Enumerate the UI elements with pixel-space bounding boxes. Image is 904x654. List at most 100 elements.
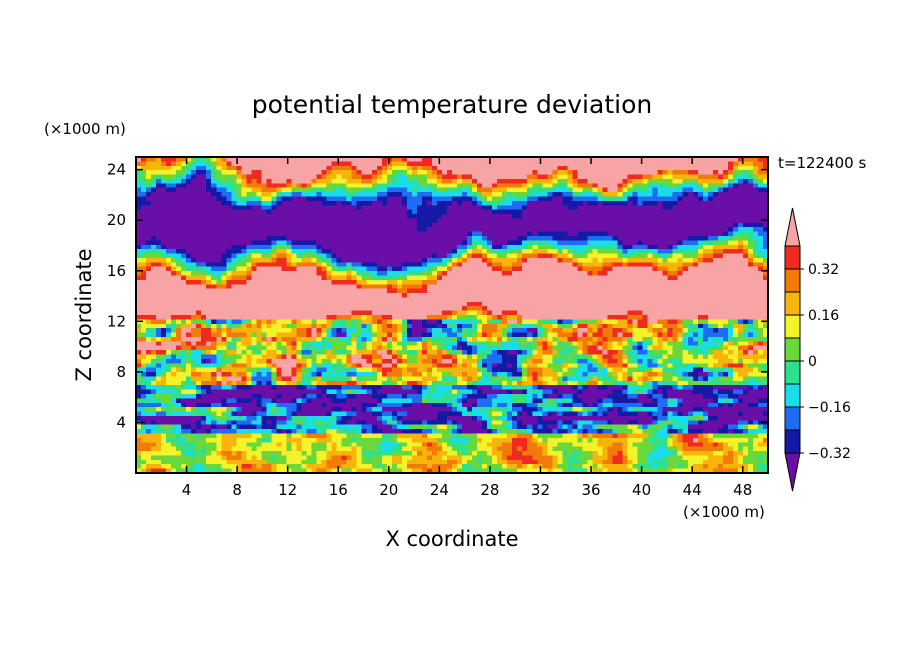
contour-cell (542, 218, 548, 224)
contour-cell (266, 297, 273, 303)
contour-cell (637, 257, 644, 263)
contour-cell (522, 165, 528, 171)
contour-cell (201, 284, 207, 290)
contour-cell (326, 284, 333, 290)
contour-cell (276, 284, 283, 290)
contour-cell (477, 209, 483, 215)
contour-cell (431, 209, 438, 215)
contour-cell (326, 249, 333, 255)
contour-cell (281, 161, 288, 167)
contour-cell (331, 271, 338, 277)
contour-cell (231, 178, 237, 184)
contour-cell (532, 288, 538, 294)
contour-cell (346, 236, 353, 241)
contour-cell (577, 271, 584, 277)
contour-cell (161, 222, 167, 228)
contour-cell (436, 183, 443, 189)
contour-cell (441, 288, 448, 294)
contour-cell (592, 271, 599, 277)
contour-cell (421, 165, 428, 171)
contour-cell (487, 170, 493, 176)
contour-cell (141, 214, 147, 220)
contour-cell (136, 236, 142, 241)
contour-cell (512, 209, 518, 215)
contour-cell (316, 249, 323, 255)
contour-cell (401, 297, 408, 303)
contour-cell (216, 306, 222, 312)
contour-cell (487, 262, 493, 268)
contour-cell (246, 275, 252, 281)
contour-cell (426, 310, 433, 316)
contour-cell (487, 310, 493, 316)
contour-cell (452, 157, 458, 162)
contour-cell (401, 310, 408, 316)
contour-cell (507, 266, 513, 272)
contour-cell (446, 266, 453, 272)
contour-cell (311, 275, 318, 281)
contour-cell (472, 222, 478, 228)
contour-cell (747, 178, 754, 184)
contour-cell (677, 192, 684, 198)
contour-cell (732, 165, 739, 171)
contour-cell (161, 319, 167, 325)
contour-cell (186, 192, 192, 198)
contour-cell (171, 275, 177, 281)
contour-cell (431, 165, 438, 171)
contour-cell (216, 319, 222, 325)
contour-cell (707, 306, 714, 312)
contour-cell (607, 315, 614, 320)
contour-cell (281, 293, 288, 299)
contour-cell (582, 257, 589, 263)
contour-cell (256, 323, 262, 329)
contour-cell (737, 262, 744, 268)
contour-cell (136, 275, 142, 281)
contour-cell (181, 157, 187, 162)
contour-cell (241, 323, 247, 329)
contour-cell (462, 275, 468, 281)
contour-cell (572, 275, 578, 281)
contour-cell (221, 214, 227, 220)
contour-cell (507, 310, 513, 316)
contour-cell (732, 236, 739, 241)
contour-cell (221, 192, 227, 198)
contour-cell (386, 275, 393, 281)
contour-cell (632, 306, 639, 312)
contour-cell (251, 214, 257, 220)
contour-cell (692, 319, 699, 325)
contour-cell (652, 174, 659, 180)
contour-cell (742, 297, 749, 303)
contour-cell (381, 236, 388, 241)
contour-cell (311, 288, 318, 294)
contour-cell (667, 192, 674, 198)
contour-cell (186, 187, 192, 193)
contour-cell (141, 165, 147, 171)
contour-cell (321, 297, 328, 303)
contour-cell (296, 262, 303, 268)
contour-cell (582, 165, 589, 171)
contour-cell (221, 293, 227, 299)
contour-cell (567, 209, 573, 215)
contour-cell (457, 214, 463, 220)
contour-cell (642, 288, 649, 294)
contour-cell (577, 244, 584, 250)
contour-cell (286, 178, 293, 184)
contour-cell (497, 231, 503, 237)
contour-cell (467, 310, 473, 316)
contour-cell (602, 200, 609, 206)
contour-cell (141, 244, 147, 250)
contour-cell (351, 187, 358, 193)
contour-cell (602, 196, 609, 202)
contour-cell (241, 275, 247, 281)
contour-cell (236, 279, 242, 285)
contour-cell (376, 284, 383, 290)
contour-cell (346, 315, 353, 320)
contour-cell (236, 227, 242, 233)
contour-cell (582, 319, 589, 325)
contour-cell (657, 174, 664, 180)
contour-cell (692, 284, 699, 290)
contour-cell (732, 323, 739, 329)
contour-cell (226, 323, 232, 329)
contour-cell (291, 174, 298, 180)
contour-cell (652, 310, 659, 316)
contour-cell (647, 262, 654, 268)
